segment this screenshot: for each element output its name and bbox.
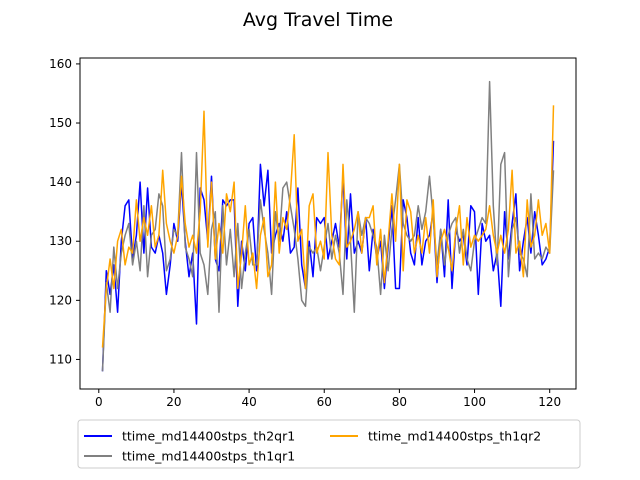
x-tick-label: 120 xyxy=(538,395,561,409)
axes-frame xyxy=(79,57,577,390)
series-line-1 xyxy=(101,140,555,372)
y-axis: 110 120 130 140 150 160 xyxy=(49,57,80,366)
x-tick-label: 40 xyxy=(241,395,256,409)
x-tick-label: 20 xyxy=(166,395,181,409)
x-tick-label: 60 xyxy=(317,395,332,409)
series-line-3 xyxy=(101,105,555,348)
y-tick-label: 130 xyxy=(49,234,72,248)
y-tick-label: 120 xyxy=(49,293,72,307)
legend: ttime_md14400stps_th2qr1 ttime_md14400stp… xyxy=(77,419,581,469)
x-tick-label: 80 xyxy=(392,395,407,409)
legend-frame xyxy=(77,419,581,469)
x-tick-label: 0 xyxy=(95,395,103,409)
legend-label-2: ttime_md14400stps_th1qr1 xyxy=(122,449,295,464)
chart-title: Avg Travel Time xyxy=(243,9,393,31)
y-tick-label: 140 xyxy=(49,175,72,189)
plot-area xyxy=(101,80,555,372)
y-tick-label: 110 xyxy=(49,352,72,366)
x-axis: 0 20 40 60 80 100 120 xyxy=(95,389,561,409)
legend-label-1: ttime_md14400stps_th2qr1 xyxy=(122,429,295,444)
legend-label-3: ttime_md14400stps_th1qr2 xyxy=(368,429,541,444)
y-tick-label: 150 xyxy=(49,116,72,130)
x-tick-label: 100 xyxy=(463,395,486,409)
y-tick-label: 160 xyxy=(49,57,72,71)
